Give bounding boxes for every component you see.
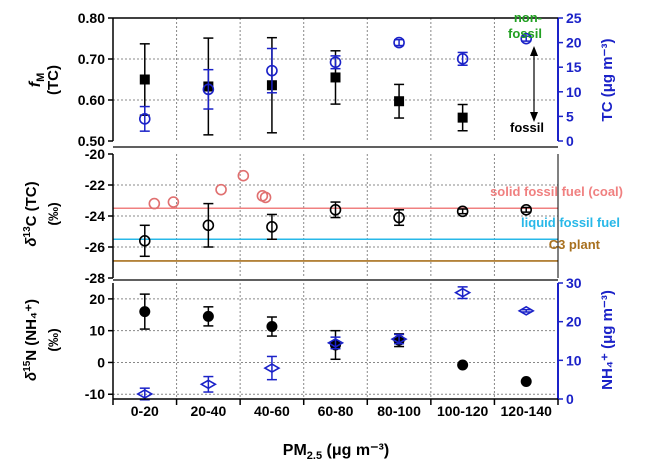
- d13c-errbar: [203, 202, 214, 248]
- d13c-errbar: [521, 206, 532, 213]
- NH4-errbar: [203, 375, 214, 393]
- refline-label-2: C3 plant: [549, 237, 601, 252]
- annotation-nonfossil-line2: fossil: [508, 26, 542, 41]
- xtick-label: 20-40: [190, 403, 226, 419]
- d15n-ylabel: δ15N (NH₄⁺): [22, 299, 40, 381]
- tc-y2tick-label: 10: [566, 84, 582, 100]
- nh4-ylabel: NH₄⁺ (μg m⁻³): [599, 290, 616, 390]
- TC-point: [266, 64, 278, 77]
- gridlines: [113, 18, 558, 399]
- fM-point: [330, 72, 341, 83]
- NH4-point: [390, 334, 408, 344]
- d15N-point: [202, 310, 214, 322]
- tc-y2tick-label: 20: [566, 35, 582, 51]
- fM-point: [457, 112, 468, 123]
- d13c-extra-point: [237, 169, 250, 182]
- xtick-label: 0-20: [131, 403, 159, 419]
- d13c-extra-point: [167, 196, 180, 208]
- NH4-point: [199, 379, 217, 390]
- d13c-point: [393, 211, 405, 224]
- d13c-extra-point: [259, 191, 272, 204]
- TC-point: [520, 32, 533, 45]
- xtick-label: 100-120: [437, 403, 489, 419]
- nh4-y2tick-label: 10: [566, 352, 582, 368]
- d15N-point: [266, 321, 278, 333]
- d13c-point: [520, 204, 533, 216]
- TC-point: [456, 53, 469, 65]
- NH4-errbar: [266, 355, 277, 381]
- NH4-point: [263, 363, 281, 373]
- d15n-ytick-label: -10: [85, 386, 105, 402]
- TC-errbar: [139, 105, 150, 132]
- d13c-point: [456, 205, 469, 218]
- fm-ytick-label: 0.80: [78, 10, 105, 26]
- arrow-down-head: [530, 112, 538, 122]
- arrow-up-head: [530, 46, 538, 56]
- TC-point: [393, 36, 405, 49]
- d13c-point: [202, 219, 215, 232]
- NH4-point: [136, 389, 154, 399]
- d13c-ytick-label: -26: [85, 239, 105, 255]
- data-marks: [136, 32, 535, 401]
- TC-point: [138, 113, 151, 125]
- d15N-point: [520, 376, 532, 388]
- TC-point: [329, 56, 342, 69]
- nh4-y2tick-label: 0: [566, 391, 574, 407]
- tc-y2tick-label: 0: [566, 133, 574, 149]
- fm-ylabel: fM: [27, 73, 47, 88]
- nh4-y2tick-label: 20: [566, 314, 582, 330]
- d15n-ytick-label: 0: [97, 354, 105, 370]
- tc-y2tick-label: 5: [566, 108, 574, 124]
- TC-errbar: [521, 35, 532, 42]
- axes: 0.50 0.60 0.70 0.80 0 5 10 15 20 25 -28 -26 -24 -22 -2…: [78, 10, 582, 419]
- TC-errbar: [266, 47, 277, 94]
- d15n-ylabel-line2: (‰): [45, 328, 61, 351]
- TC-errbar: [203, 68, 214, 110]
- d13c-errbar: [139, 224, 150, 258]
- nh4-y2tick-label: 30: [566, 275, 582, 291]
- d15n-ytick-label: 20: [89, 291, 105, 307]
- d13c-point: [138, 235, 151, 247]
- d13c-ylabel: δ13C (TC): [22, 181, 40, 246]
- xtick-label: 60-80: [318, 403, 354, 419]
- tc-y2tick-label: 15: [566, 59, 582, 75]
- NH4-point: [454, 287, 472, 298]
- tc-y2tick-label: 25: [566, 10, 582, 26]
- refline-label-1: liquid fossil fuel: [521, 215, 620, 230]
- fM-point: [139, 74, 150, 85]
- d15N-point: [457, 359, 469, 371]
- fM-point: [394, 96, 405, 107]
- fm-ylabel-line2: (TC): [45, 65, 62, 95]
- NH4-point: [326, 338, 345, 348]
- NH4-point: [517, 305, 535, 316]
- d13c-ytick-label: -20: [85, 146, 105, 162]
- fm-ytick-label: 0.60: [78, 92, 105, 108]
- d13c-extra-point: [215, 183, 227, 196]
- TC-point: [202, 83, 215, 96]
- xtick-label: 120-140: [501, 403, 553, 419]
- fm-ytick-label: 0.70: [78, 51, 105, 67]
- annotation-fossil: fossil: [510, 120, 544, 135]
- xtick-label: 80-100: [377, 403, 421, 419]
- refline-label-0: solid fossil fuel (coal): [490, 184, 623, 199]
- d13c-ytick-label: -22: [85, 177, 105, 193]
- d13c-ytick-label: -24: [85, 208, 105, 224]
- x-label: PM2.5 (μg m⁻³): [283, 442, 389, 462]
- d13c-point: [266, 221, 278, 233]
- annotation-nonfossil-line1: non-: [514, 10, 542, 25]
- d15n-ytick-label: 10: [89, 323, 105, 339]
- axis-labels: non-fossil fossil solid fossil fuel (coal)…: [22, 10, 623, 462]
- fm-ytick-label: 0.50: [78, 133, 105, 149]
- xtick-label: 40-60: [254, 403, 290, 419]
- tc-ylabel: TC (μg m⁻³): [599, 39, 616, 122]
- d13c-point: [329, 204, 342, 216]
- d13c-errbar: [457, 208, 468, 215]
- d13c-ytick-label: -28: [85, 270, 105, 286]
- d13c-extra-point: [148, 197, 161, 210]
- d15N-point: [139, 306, 151, 318]
- d13c-ylabel-line2: (‰): [45, 202, 61, 225]
- d13c-errbar: [266, 213, 277, 240]
- NH4-errbar: [521, 308, 532, 313]
